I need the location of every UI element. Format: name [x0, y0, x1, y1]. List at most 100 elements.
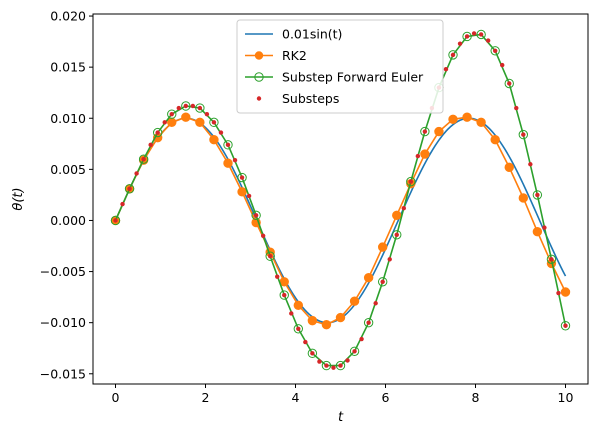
data-point	[546, 254, 557, 265]
data-point	[478, 32, 484, 37]
y-tick-label: 0.015	[50, 60, 86, 75]
data-point	[518, 129, 529, 140]
axis-ticks: 0 2 4 6 8 10 −0.015 −0.010 −0.005 0.000 0.005 0.010…	[40, 9, 574, 405]
data-point	[239, 175, 245, 180]
y-tick-label: 0.010	[50, 111, 86, 126]
data-point	[141, 156, 146, 162]
x-tick-label: 10	[558, 390, 574, 405]
data-point	[265, 251, 275, 261]
data-point	[394, 232, 399, 237]
data-point	[267, 254, 273, 259]
data-point	[377, 277, 388, 287]
data-point	[380, 279, 385, 284]
data-point	[392, 230, 402, 240]
data-point	[195, 117, 205, 128]
data-point	[223, 140, 233, 150]
legend-label: Substeps	[282, 91, 339, 106]
data-point	[490, 135, 500, 145]
data-point	[237, 172, 247, 183]
data-point	[373, 301, 378, 306]
data-point	[260, 233, 266, 238]
data-point	[209, 135, 219, 145]
data-point	[317, 359, 322, 364]
data-point	[232, 157, 238, 163]
data-point	[485, 38, 491, 43]
legend-item: Substep Forward Euler	[245, 70, 424, 85]
data-point	[408, 179, 414, 184]
data-point	[359, 336, 364, 342]
data-point	[448, 114, 458, 124]
data-point	[535, 192, 540, 198]
data-point	[415, 153, 421, 159]
data-point	[504, 78, 514, 89]
y-tick-label: −0.010	[40, 315, 86, 330]
y-tick-label: 0.020	[50, 9, 86, 24]
data-point	[110, 215, 121, 226]
data-point	[282, 292, 287, 298]
data-point	[366, 320, 371, 325]
data-point	[549, 257, 554, 262]
data-point	[563, 323, 568, 328]
data-point	[560, 321, 571, 331]
data-point	[307, 348, 318, 359]
data-point	[492, 48, 498, 53]
y-tick-label: 0.000	[50, 213, 86, 228]
data-point	[197, 105, 203, 111]
data-point	[307, 315, 318, 326]
data-point	[293, 324, 304, 334]
data-point	[514, 105, 519, 111]
data-point	[420, 149, 430, 159]
data-point	[507, 81, 512, 86]
legend-marker	[254, 51, 264, 60]
x-tick-label: 2	[202, 390, 210, 405]
data-point	[363, 317, 374, 328]
data-point	[387, 257, 392, 262]
data-point	[310, 351, 315, 356]
data-point	[296, 326, 301, 332]
data-point	[155, 130, 160, 135]
data-point	[518, 193, 529, 203]
data-point	[377, 242, 388, 252]
legend-label: RK2	[282, 48, 307, 63]
data-point	[162, 120, 167, 125]
data-point	[521, 132, 526, 137]
data-point	[120, 201, 125, 207]
data-point	[363, 273, 374, 283]
legend-marker	[256, 96, 262, 101]
data-point	[471, 31, 477, 36]
data-point	[321, 360, 332, 371]
y-tick-label: 0.005	[50, 162, 86, 177]
data-point	[195, 103, 205, 113]
x-tick-label: 4	[292, 390, 300, 405]
data-point	[434, 126, 444, 137]
data-point	[335, 312, 346, 323]
data-point	[349, 296, 360, 306]
data-point	[113, 218, 118, 223]
data-point	[138, 154, 149, 164]
data-point	[190, 103, 196, 109]
legend-item: Substeps	[256, 91, 339, 106]
data-point	[345, 358, 350, 363]
data-point	[167, 117, 177, 128]
data-point	[335, 360, 346, 371]
data-point	[223, 158, 233, 168]
data-point	[218, 130, 224, 135]
data-point	[338, 363, 343, 368]
data-point	[251, 210, 261, 221]
data-point	[462, 112, 472, 122]
data-point	[289, 311, 294, 316]
data-point	[275, 274, 280, 279]
data-point	[450, 52, 456, 58]
data-point	[237, 187, 247, 197]
data-point	[462, 31, 472, 42]
data-point	[253, 213, 259, 218]
data-point	[476, 117, 486, 128]
data-point	[560, 287, 571, 297]
axes-frame	[92, 13, 589, 385]
y-tick-label: −0.015	[40, 366, 86, 381]
data-point	[303, 339, 308, 345]
data-point	[392, 210, 402, 221]
data-point	[209, 117, 219, 128]
data-point	[246, 193, 252, 199]
